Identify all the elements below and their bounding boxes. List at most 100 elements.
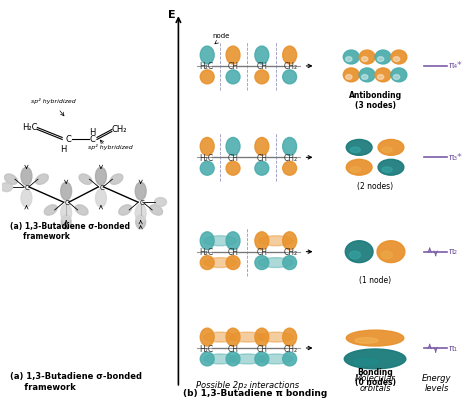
Ellipse shape (359, 68, 375, 82)
Ellipse shape (204, 236, 237, 246)
Ellipse shape (255, 232, 269, 249)
Ellipse shape (345, 241, 373, 263)
Text: C: C (65, 200, 70, 206)
Ellipse shape (5, 174, 18, 184)
Text: Bonding
(0 nodes): Bonding (0 nodes) (355, 368, 395, 387)
Text: (a) 1,3-Butadiene σ-bonded
     framework: (a) 1,3-Butadiene σ-bonded framework (9, 372, 142, 392)
Text: π₁: π₁ (448, 344, 458, 352)
Text: (b) 1,3-Butadiene π bonding: (b) 1,3-Butadiene π bonding (183, 389, 328, 398)
Text: H₂C: H₂C (199, 344, 213, 354)
Ellipse shape (391, 68, 407, 82)
Ellipse shape (200, 328, 214, 346)
Text: Antibonding
(3 nodes): Antibonding (3 nodes) (348, 91, 401, 110)
Text: CH: CH (228, 344, 239, 354)
Text: CH₂: CH₂ (283, 62, 298, 72)
Ellipse shape (283, 46, 297, 64)
Ellipse shape (343, 50, 359, 64)
Text: (a) 1,3-Butadiene σ-bonded
     framework: (a) 1,3-Butadiene σ-bonded framework (9, 222, 129, 241)
Text: H₂C: H₂C (199, 154, 213, 163)
Ellipse shape (200, 46, 214, 64)
Ellipse shape (119, 205, 132, 215)
Ellipse shape (200, 138, 214, 155)
Ellipse shape (229, 354, 265, 364)
Ellipse shape (200, 70, 214, 84)
Ellipse shape (377, 57, 384, 61)
Ellipse shape (378, 140, 404, 155)
Ellipse shape (283, 161, 297, 175)
Ellipse shape (283, 328, 297, 346)
Ellipse shape (258, 354, 293, 364)
Ellipse shape (200, 256, 214, 269)
Text: H₂C: H₂C (199, 62, 213, 72)
Ellipse shape (393, 57, 400, 61)
Ellipse shape (258, 236, 293, 246)
Text: E: E (168, 10, 175, 20)
Ellipse shape (226, 46, 240, 64)
Ellipse shape (283, 256, 297, 269)
Ellipse shape (346, 330, 404, 346)
Ellipse shape (343, 68, 359, 82)
Ellipse shape (350, 147, 360, 153)
Ellipse shape (391, 50, 407, 64)
Text: π₄*: π₄* (448, 61, 462, 70)
Text: C: C (89, 135, 95, 144)
Text: Possible 2p₂ interactions: Possible 2p₂ interactions (196, 381, 300, 390)
Text: CH: CH (228, 62, 239, 72)
Ellipse shape (79, 174, 92, 184)
Ellipse shape (61, 204, 72, 222)
Ellipse shape (258, 258, 293, 267)
Ellipse shape (382, 167, 392, 173)
Ellipse shape (255, 161, 269, 175)
Ellipse shape (377, 241, 405, 263)
Ellipse shape (359, 50, 375, 64)
Ellipse shape (362, 57, 368, 61)
Ellipse shape (362, 74, 368, 79)
Ellipse shape (61, 215, 71, 229)
Ellipse shape (382, 147, 392, 153)
Ellipse shape (110, 174, 123, 184)
Ellipse shape (393, 74, 400, 79)
Ellipse shape (346, 57, 352, 61)
Ellipse shape (344, 349, 406, 369)
Ellipse shape (204, 354, 237, 364)
Ellipse shape (136, 215, 146, 229)
Ellipse shape (283, 232, 297, 249)
Text: H: H (60, 145, 66, 154)
Ellipse shape (229, 332, 265, 342)
Ellipse shape (226, 352, 240, 366)
Text: sp² hybridized: sp² hybridized (89, 144, 133, 150)
Ellipse shape (200, 161, 214, 175)
Ellipse shape (135, 204, 146, 222)
Ellipse shape (350, 167, 360, 173)
Text: sp² hybridized: sp² hybridized (31, 98, 76, 104)
Ellipse shape (226, 328, 240, 346)
Text: CH: CH (257, 154, 268, 163)
Ellipse shape (255, 328, 269, 346)
Text: CH₂: CH₂ (111, 125, 127, 134)
Ellipse shape (61, 182, 72, 200)
Ellipse shape (258, 332, 293, 342)
Ellipse shape (204, 332, 237, 342)
Ellipse shape (226, 161, 240, 175)
Ellipse shape (226, 70, 240, 84)
Ellipse shape (346, 140, 372, 155)
Ellipse shape (283, 70, 297, 84)
Ellipse shape (21, 167, 32, 185)
Ellipse shape (255, 70, 269, 84)
Ellipse shape (21, 189, 32, 207)
Ellipse shape (354, 359, 378, 365)
Ellipse shape (226, 256, 240, 269)
Ellipse shape (255, 46, 269, 64)
Text: C: C (25, 185, 30, 191)
Ellipse shape (377, 74, 384, 79)
Text: node: node (212, 33, 230, 39)
Text: CH: CH (228, 248, 239, 257)
Ellipse shape (255, 352, 269, 366)
Text: C: C (65, 135, 71, 144)
Ellipse shape (283, 352, 297, 366)
Ellipse shape (375, 68, 391, 82)
Text: π₃*: π₃* (448, 153, 462, 162)
Ellipse shape (283, 138, 297, 155)
Ellipse shape (226, 232, 240, 249)
Text: (1 node): (1 node) (359, 276, 391, 285)
